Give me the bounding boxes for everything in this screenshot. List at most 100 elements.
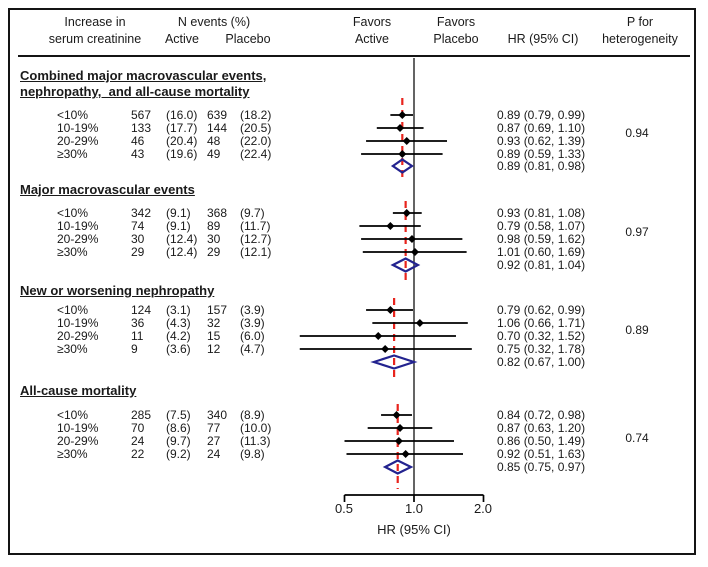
header-favors-placebo: Favors Placebo — [423, 14, 489, 48]
row-placebo-n: 77 — [207, 421, 221, 435]
header-favors-active-line2: Active — [354, 32, 390, 46]
row-hr-ci-label: 0.87 (0.69, 1.10) — [497, 121, 586, 135]
hr-point-marker — [398, 111, 407, 119]
row-hr-ci-label: 1.06 (0.66, 1.71) — [497, 316, 586, 330]
row-active-n: 24 — [131, 434, 145, 448]
header-p-line1: P for — [626, 15, 654, 29]
row-active-n: 74 — [131, 219, 145, 233]
row-category: 20-29% — [57, 434, 99, 448]
hr-point-marker — [402, 209, 411, 217]
hr-point-marker — [396, 124, 405, 132]
row-category: <10% — [57, 206, 89, 220]
row-placebo-n: 89 — [207, 219, 221, 233]
hr-point-marker — [381, 345, 390, 353]
section-title-line: All-cause mortality — [20, 383, 137, 398]
row-hr-ci-label: 0.89 (0.59, 1.33) — [497, 147, 586, 161]
row-hr-ci-label: 0.93 (0.81, 1.08) — [497, 206, 586, 220]
row-category: ≥30% — [57, 342, 88, 356]
row-active-pct: (4.3) — [166, 316, 191, 330]
row-placebo-pct: (20.5) — [240, 121, 272, 135]
hr-point-marker — [410, 248, 419, 256]
section-title-line: New or worsening nephropathy — [20, 283, 215, 298]
row-hr-ci-label: 0.84 (0.72, 0.98) — [497, 408, 586, 422]
overall-hr-ci-label: 0.82 (0.67, 1.00) — [497, 355, 586, 369]
header-favors-active-line1: Favors — [352, 15, 392, 29]
row-hr-ci-label: 0.93 (0.62, 1.39) — [497, 134, 586, 148]
hr-point-marker — [402, 137, 411, 145]
x-tick-label-1.0: 1.0 — [404, 501, 424, 516]
row-category: 10-19% — [57, 421, 99, 435]
row-active-n: 30 — [131, 232, 145, 246]
header-p-line2: heterogeneity — [602, 32, 678, 46]
row-category: 10-19% — [57, 121, 99, 135]
p-heterogeneity-value: 0.97 — [625, 225, 649, 239]
row-hr-ci-label: 0.98 (0.59, 1.62) — [497, 232, 586, 246]
header-p-heterogeneity: P for heterogeneity — [586, 14, 694, 48]
row-active-n: 9 — [131, 342, 138, 356]
row-category: ≥30% — [57, 447, 88, 461]
header-separator-line — [18, 55, 690, 57]
row-active-pct: (4.2) — [166, 329, 191, 343]
row-hr-ci-label: 0.79 (0.62, 0.99) — [497, 303, 586, 317]
row-active-n: 567 — [131, 108, 152, 122]
overall-hr-ci-label: 0.85 (0.75, 0.97) — [497, 460, 586, 474]
row-placebo-n: 49 — [207, 147, 221, 161]
row-hr-ci-label: 0.86 (0.50, 1.49) — [497, 434, 586, 448]
row-active-n: 11 — [131, 329, 144, 343]
row-placebo-n: 29 — [207, 245, 221, 259]
row-active-n: 124 — [131, 303, 152, 317]
row-active-pct: (12.4) — [166, 245, 198, 259]
section-title-line: Major macrovascular events — [20, 182, 195, 197]
row-active-pct: (20.4) — [166, 134, 198, 148]
header-n-events: N events (%) — [177, 15, 251, 29]
p-heterogeneity-value: 0.74 — [625, 431, 649, 445]
row-category: ≥30% — [57, 147, 88, 161]
row-placebo-n: 144 — [207, 121, 228, 135]
row-category: <10% — [57, 408, 89, 422]
hr-point-marker — [394, 437, 403, 445]
row-placebo-pct: (12.7) — [240, 232, 272, 246]
row-hr-ci-label: 0.79 (0.58, 1.07) — [497, 219, 586, 233]
row-hr-ci-label: 0.87 (0.63, 1.20) — [497, 421, 586, 435]
row-placebo-n: 340 — [207, 408, 228, 422]
row-placebo-n: 30 — [207, 232, 221, 246]
row-placebo-pct: (8.9) — [240, 408, 265, 422]
row-placebo-n: 32 — [207, 316, 221, 330]
hr-point-marker — [407, 235, 416, 243]
row-category: <10% — [57, 303, 89, 317]
row-active-n: 70 — [131, 421, 145, 435]
row-active-pct: (3.1) — [166, 303, 191, 317]
row-active-pct: (9.7) — [166, 434, 191, 448]
header-hr-95ci: HR (95% CI) — [507, 32, 579, 46]
row-placebo-n: 12 — [207, 342, 221, 356]
x-axis-title: HR (95% CI) — [377, 522, 451, 537]
row-placebo-n: 24 — [207, 447, 221, 461]
hr-point-marker — [386, 222, 395, 230]
row-placebo-pct: (11.3) — [240, 434, 271, 448]
hr-point-marker — [392, 411, 401, 419]
row-category: 10-19% — [57, 219, 99, 233]
row-active-n: 29 — [131, 245, 145, 259]
row-active-n: 46 — [131, 134, 145, 148]
row-active-pct: (9.2) — [166, 447, 191, 461]
row-placebo-n: 48 — [207, 134, 221, 148]
row-active-pct: (19.6) — [166, 147, 198, 161]
hr-point-marker — [386, 306, 395, 314]
header-active: Active — [164, 32, 200, 46]
row-placebo-pct: (3.9) — [240, 316, 265, 330]
row-category: 10-19% — [57, 316, 99, 330]
row-placebo-pct: (22.0) — [240, 134, 272, 148]
overall-hr-ci-label: 0.92 (0.81, 1.04) — [497, 258, 586, 272]
row-active-n: 133 — [131, 121, 152, 135]
row-placebo-pct: (3.9) — [240, 303, 265, 317]
row-active-pct: (12.4) — [166, 232, 198, 246]
row-active-pct: (9.1) — [166, 206, 191, 220]
row-placebo-n: 157 — [207, 303, 228, 317]
section-title-line: Combined major macrovascular events, — [20, 68, 267, 83]
row-placebo-pct: (4.7) — [240, 342, 265, 356]
row-placebo-n: 27 — [207, 434, 221, 448]
row-placebo-n: 368 — [207, 206, 228, 220]
